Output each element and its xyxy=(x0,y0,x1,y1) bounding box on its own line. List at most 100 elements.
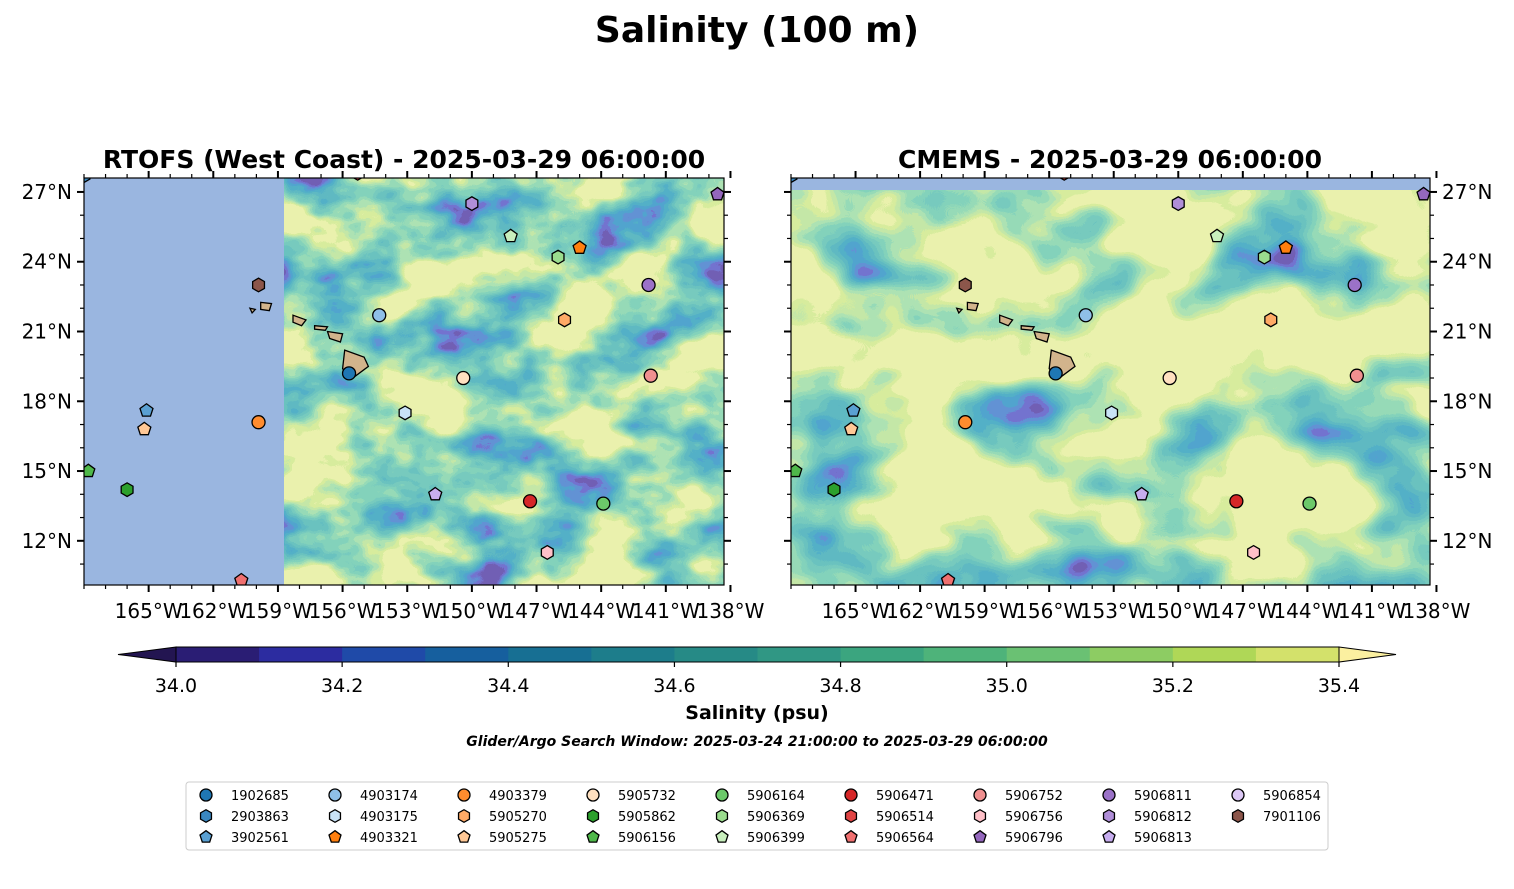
colorbar-bin xyxy=(1006,647,1091,662)
lon-tick-label: 147°W xyxy=(1209,599,1277,623)
lon-axis: 165°W162°W159°W156°W153°W150°W147°W144°W… xyxy=(83,171,765,623)
legend-marker-5906756 xyxy=(973,808,987,824)
lon-tick-label: 165°W xyxy=(115,599,183,623)
colorbar-bin xyxy=(508,647,592,662)
lat-tick-label: 21°N xyxy=(1442,319,1492,343)
legend-label: 4903379 xyxy=(489,789,547,804)
legend-label: 1902685 xyxy=(231,789,289,804)
lon-tick-label: 144°W xyxy=(1273,599,1341,623)
panel-title-rtofs: RTOFS (West Coast) - 2025-03-29 06:00:00 xyxy=(103,145,705,174)
colorbar-bin xyxy=(591,647,675,662)
colorbar-tick-label: 34.4 xyxy=(487,675,529,697)
float-marker-5905275 xyxy=(843,421,859,436)
legend-marker-3902561 xyxy=(199,829,213,843)
legend-marker-4903321 xyxy=(328,829,342,843)
float-marker-5905270 xyxy=(557,312,572,328)
legend-marker-5906514 xyxy=(844,808,858,824)
float-marker-5906756 xyxy=(540,544,554,561)
legend-marker-5906752 xyxy=(973,788,987,802)
legend-label: 4903321 xyxy=(360,831,418,846)
legend-label: 5906369 xyxy=(747,810,805,825)
legend-item: 4903379 xyxy=(457,788,547,804)
float-marker-5906813 xyxy=(427,486,443,501)
salinity-field xyxy=(284,178,724,585)
float-marker-7901106 xyxy=(251,277,266,293)
legend-marker-5906164 xyxy=(715,788,729,802)
legend-item: 3902561 xyxy=(199,829,289,846)
legend-label: 5906813 xyxy=(1134,831,1192,846)
float-marker-2903863 xyxy=(791,178,798,184)
legend-item: 5906399 xyxy=(715,829,805,846)
island-niihau xyxy=(248,307,257,315)
legend-label: 5906514 xyxy=(876,810,934,825)
legend-label: 5905275 xyxy=(489,831,547,846)
float-marker-5906399 xyxy=(1209,228,1225,243)
lon-tick-label: 165°W xyxy=(822,599,890,623)
island-molokai xyxy=(313,324,329,331)
float-marker-3902561 xyxy=(846,402,861,417)
float-marker-4903175 xyxy=(398,405,412,421)
legend-item: 1902685 xyxy=(199,788,289,804)
colorbar-bin xyxy=(176,647,260,662)
legend-marker-5905275 xyxy=(457,829,471,843)
legend-label: 5906164 xyxy=(747,789,805,804)
lon-tick-label: 150°W xyxy=(438,599,506,623)
float-markers xyxy=(791,178,1430,585)
float-marker-5906369 xyxy=(551,249,565,265)
float-marker-2903863 xyxy=(84,178,91,184)
legend-label: 5906471 xyxy=(876,789,934,804)
colorbar-frame xyxy=(175,646,1340,663)
island-maui xyxy=(326,330,344,343)
legend-marker-5906369 xyxy=(715,808,729,824)
lon-tick-label: 153°W xyxy=(1080,599,1148,623)
legend-item: 5905275 xyxy=(457,829,547,846)
lat-tick-label: 18°N xyxy=(1442,389,1492,413)
lat-tick-label: 12°N xyxy=(22,529,72,553)
legend-item: 7901106 xyxy=(1231,808,1321,825)
legend-label: 5905732 xyxy=(618,789,676,804)
float-marker-5906471 xyxy=(1229,494,1244,509)
float-marker-5906164 xyxy=(596,496,611,511)
legend-marker-5905270 xyxy=(457,808,471,824)
legend-label: 5906796 xyxy=(1005,831,1063,846)
island-kauai xyxy=(966,301,980,312)
legend-marker-5906854 xyxy=(1231,788,1245,802)
panel-title-cmems: CMEMS - 2025-03-29 06:00:00 xyxy=(898,145,1322,174)
lon-tick-label: 138°W xyxy=(1402,599,1470,623)
legend-marker-5905862 xyxy=(586,808,600,824)
legend-item: 5906752 xyxy=(973,788,1063,804)
legend-label: 4903175 xyxy=(360,810,418,825)
lon-tick-label: 162°W xyxy=(886,599,954,623)
float-marker-1902685 xyxy=(341,366,357,381)
lon-tick-label: 141°W xyxy=(632,599,700,623)
colorbar-tick-label: 35.0 xyxy=(986,675,1028,697)
lon-tick-label: 147°W xyxy=(503,599,571,623)
legend-label: 4903174 xyxy=(360,789,418,804)
colorbar-bin xyxy=(342,647,426,662)
float-marker-5906796 xyxy=(710,186,724,201)
legend-marker-5906811 xyxy=(1102,788,1116,802)
legend-item: 5906812 xyxy=(1102,808,1192,825)
colorbar-bin xyxy=(259,647,343,662)
legend-marker-5906156 xyxy=(586,829,600,843)
lon-tick-label: 150°W xyxy=(1144,599,1212,623)
legend-item: 5906811 xyxy=(1102,788,1192,804)
legend-label: 5905270 xyxy=(489,810,547,825)
legend-item: 5906514 xyxy=(844,808,934,825)
legend-marker-4903379 xyxy=(457,788,471,802)
lat-tick-label: 27°N xyxy=(22,180,72,204)
legend-marker-7901106 xyxy=(1231,808,1245,824)
lon-tick-label: 162°W xyxy=(179,599,247,623)
legend-item: 2903863 xyxy=(199,808,289,825)
colorbar-bin xyxy=(840,647,925,662)
legend-item: 5906756 xyxy=(973,808,1063,825)
legend-label: 5906854 xyxy=(1263,789,1321,804)
legend-item: 5906164 xyxy=(715,788,805,804)
legend-item: 5906796 xyxy=(973,829,1063,846)
float-marker-5906752 xyxy=(1349,368,1364,383)
colorbar-bin xyxy=(757,647,842,662)
legend-item: 4903174 xyxy=(328,788,418,804)
island-oahu xyxy=(999,314,1014,327)
lat-tick-label: 18°N xyxy=(22,389,72,413)
float-marker-4903174 xyxy=(1078,308,1093,323)
